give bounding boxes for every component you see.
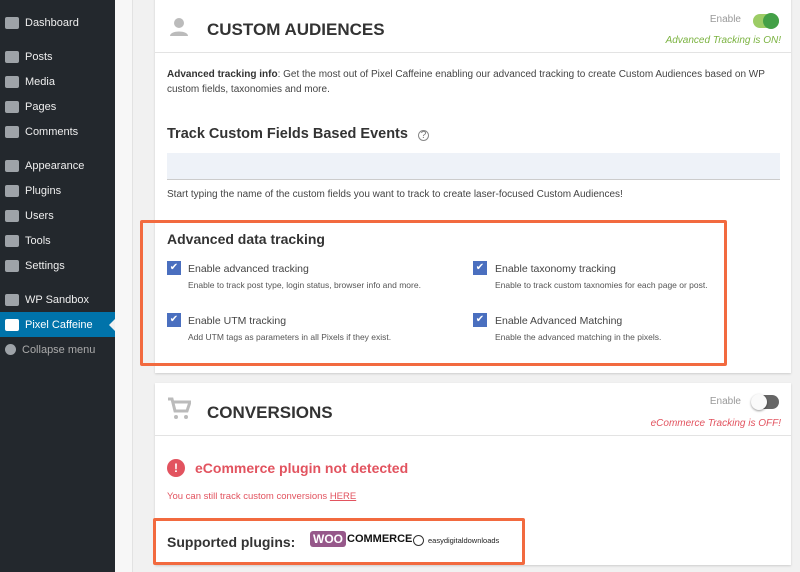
sidebar-item-wp-sandbox[interactable]: WP Sandbox <box>0 287 115 312</box>
edd-icon <box>413 535 424 546</box>
dashboard-icon <box>5 16 19 29</box>
track-custom-fields-title: Track Custom Fields Based Events ? <box>167 126 429 142</box>
user-icon <box>170 18 188 36</box>
sidebar-item-label: Comments <box>25 125 79 138</box>
sidebar-item-dashboard[interactable]: Dashboard <box>0 10 115 35</box>
content-gutter <box>115 0 133 572</box>
section-title: CONVERSIONS <box>207 403 333 422</box>
option-label: Enable taxonomy tracking <box>495 263 616 275</box>
advanced-data-tracking-title: Advanced data tracking <box>167 231 325 247</box>
sidebar-item-label: Posts <box>25 50 53 63</box>
taxonomy-tracking-checkbox[interactable]: ✔ <box>473 261 487 275</box>
sidebar-item-label: Dashboard <box>25 16 79 29</box>
sidebar-item-label: Appearance <box>25 159 85 172</box>
sidebar-item-label: Pixel Caffeine <box>25 318 93 331</box>
custom-fields-input[interactable] <box>167 153 780 180</box>
note-text: You can still track custom conversions <box>167 491 330 502</box>
advanced-tracking-toggle[interactable] <box>753 13 779 29</box>
advanced-matching-checkbox[interactable]: ✔ <box>473 313 487 327</box>
sidebar-item-pixel-caffeine[interactable]: Pixel Caffeine <box>0 312 115 337</box>
sidebar-item-collapse-menu[interactable]: Collapse menu <box>0 337 115 362</box>
media-icon <box>5 75 19 88</box>
brush-icon <box>5 159 19 172</box>
conversions-note: You can still track custom conversions H… <box>167 491 356 502</box>
tracking-status: eCommerce Tracking is OFF! <box>650 418 781 429</box>
tracking-status: Advanced Tracking is ON! <box>665 35 781 46</box>
sidebar-item-label: WP Sandbox <box>25 293 90 306</box>
ecommerce-tracking-toggle[interactable] <box>751 394 779 410</box>
sidebar-item-label: Plugins <box>25 184 62 197</box>
cup-icon <box>5 318 19 331</box>
option-desc: Enable to track custom taxnomies for eac… <box>495 280 708 290</box>
edd-logo: easydigitaldownloads <box>413 535 499 546</box>
error-message: eCommerce plugin not detected <box>195 460 409 476</box>
highlight-advanced-tracking <box>140 220 727 366</box>
sidebar-item-plugins[interactable]: Plugins <box>0 178 115 203</box>
user-icon <box>5 209 19 222</box>
highlight-supported-plugins <box>153 518 525 565</box>
cart-icon <box>168 397 191 419</box>
info-label: Advanced tracking info <box>167 69 278 80</box>
advanced-tracking-info: Advanced tracking info: Get the most out… <box>167 67 777 97</box>
enable-label: Enable <box>709 14 741 25</box>
sidebar-item-label: Pages <box>25 100 57 113</box>
admin-sidebar: Dashboard Posts Media Pages Comments Appearan… <box>0 0 115 572</box>
enable-label: Enable <box>709 396 741 407</box>
sidebar-item-pages[interactable]: Pages <box>0 94 115 119</box>
sidebar-item-posts[interactable]: Posts <box>0 44 115 69</box>
collapse-icon <box>5 344 16 355</box>
option-label: Enable advanced tracking <box>188 263 309 275</box>
edd-text: easydigitaldownloads <box>428 536 500 545</box>
conversions-card: CONVERSIONS Enable eCommerce Tracking is… <box>155 383 791 565</box>
sidebar-item-media[interactable]: Media <box>0 69 115 94</box>
option-desc: Enable to track post type, login status,… <box>188 280 421 290</box>
sidebar-item-label: Users <box>25 209 54 222</box>
utm-tracking-checkbox[interactable]: ✔ <box>167 313 181 327</box>
custom-fields-help: Start typing the name of the custom fiel… <box>167 189 623 200</box>
wrench-icon <box>5 234 19 247</box>
help-icon[interactable]: ? <box>417 130 429 141</box>
commerce-text: COMMERCE <box>347 533 413 545</box>
custom-audiences-card: CUSTOM AUDIENCES Enable Advanced Trackin… <box>155 0 791 373</box>
sidebar-item-tools[interactable]: Tools <box>0 228 115 253</box>
sidebar-item-label: Collapse menu <box>22 343 96 356</box>
sidebar-item-label: Media <box>25 75 55 88</box>
sidebar-item-users[interactable]: Users <box>0 203 115 228</box>
plugin-icon <box>5 184 19 197</box>
option-label: Enable Advanced Matching <box>495 315 623 327</box>
sidebar-item-settings[interactable]: Settings <box>0 253 115 278</box>
pin-icon <box>5 50 19 63</box>
section-title: CUSTOM AUDIENCES <box>207 20 385 39</box>
comment-icon <box>5 125 19 138</box>
sidebar-item-label: Settings <box>25 259 65 272</box>
option-label: Enable UTM tracking <box>188 315 287 327</box>
advanced-tracking-checkbox[interactable]: ✔ <box>167 261 181 275</box>
supported-plugins-label: Supported plugins: <box>167 534 296 550</box>
woo-text: WOO <box>310 531 346 547</box>
sandbox-icon <box>5 293 19 306</box>
pages-icon <box>5 100 19 113</box>
here-link[interactable]: HERE <box>329 491 357 502</box>
sidebar-item-appearance[interactable]: Appearance <box>0 153 115 178</box>
error-icon: ! <box>167 459 185 477</box>
woocommerce-logo: WOO COMMERCE <box>310 531 412 547</box>
info-text: : Get the most out of Pixel Caffeine ena… <box>167 69 765 95</box>
option-desc: Add UTM tags as parameters in all Pixels… <box>188 332 392 342</box>
track-title-text: Track Custom Fields Based Events <box>167 126 408 142</box>
option-desc: Enable the advanced matching in the pixe… <box>495 332 662 342</box>
settings-icon <box>5 259 19 272</box>
sidebar-item-comments[interactable]: Comments <box>0 119 115 144</box>
sidebar-item-label: Tools <box>25 234 51 247</box>
